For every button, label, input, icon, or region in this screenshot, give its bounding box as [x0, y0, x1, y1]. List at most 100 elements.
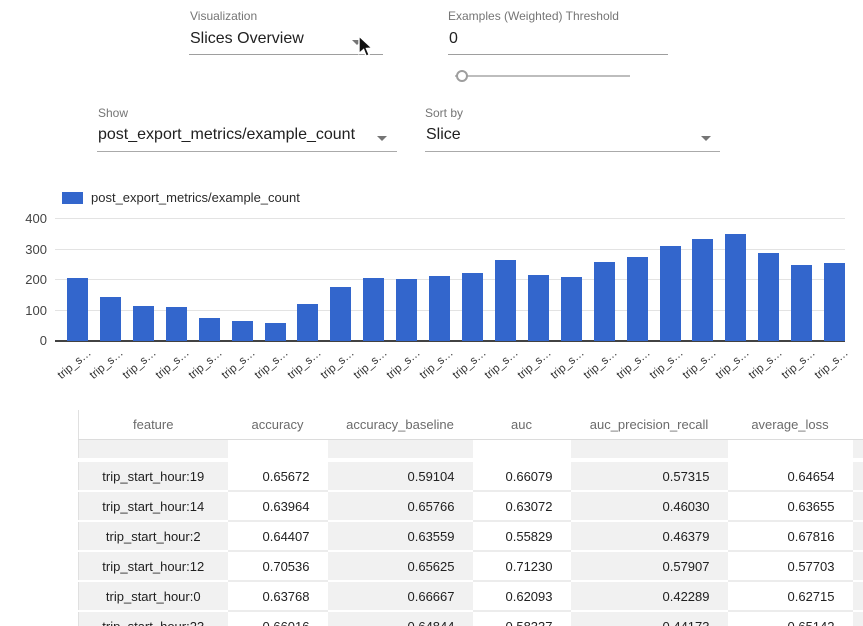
gridline [55, 218, 845, 219]
show-underline [97, 151, 397, 152]
threshold-label: Examples (Weighted) Threshold [448, 9, 619, 23]
column-filter-box[interactable] [327, 439, 473, 462]
metric-cell: 0.67816 [727, 521, 853, 552]
legend-swatch [62, 192, 83, 204]
table-row: trip_start_hour:2 0.64407 0.63559 0.55829 0.… [78, 521, 863, 552]
chart-bar[interactable] [462, 273, 484, 341]
column-filter-box[interactable] [852, 439, 863, 462]
show-select[interactable]: post_export_metrics/example_count [98, 126, 356, 143]
sort-by-select[interactable]: Slice [426, 126, 461, 143]
visualization-underline [189, 54, 383, 55]
chart-bar[interactable] [791, 265, 813, 341]
x-axis-line [55, 340, 845, 342]
chart-bar[interactable] [99, 297, 121, 341]
chart-bar[interactable] [527, 275, 549, 341]
feature-cell: trip_start_hour:2 [78, 521, 228, 552]
feature-cell: trip_start_hour:19 [78, 460, 228, 492]
column-header[interactable]: auc_precision_recall [570, 410, 728, 440]
chart-bar[interactable] [297, 304, 319, 341]
threshold-slider-track[interactable] [455, 75, 630, 77]
chart-bar[interactable] [198, 318, 220, 341]
chart-bar[interactable] [659, 246, 681, 341]
metric-cell [852, 491, 863, 522]
threshold-slider-thumb[interactable] [456, 70, 468, 82]
chart-bar[interactable] [264, 323, 286, 341]
chart-bar[interactable] [824, 263, 846, 341]
column-filter-box[interactable] [570, 439, 728, 462]
gridline [55, 248, 845, 250]
y-tick-label: 400 [25, 211, 47, 226]
feature-cell: trip_start_hour:12 [78, 551, 228, 582]
metric-cell: 0.65142 [727, 611, 853, 626]
metric-cell: 0.63072 [472, 491, 571, 522]
metric-cell: 0.63655 [727, 491, 853, 522]
metric-cell: 0.44173 [570, 611, 728, 626]
column-filter-box[interactable] [227, 439, 328, 462]
metric-cell: 0.64654 [727, 460, 853, 492]
feature-cell: trip_start_hour:0 [78, 581, 228, 612]
y-tick-label: 100 [25, 302, 47, 318]
metric-cell: 0.57315 [570, 460, 728, 492]
legend-label: post_export_metrics/example_count [91, 190, 300, 205]
column-header[interactable]: average_loss [727, 410, 853, 440]
show-label: Show [98, 106, 129, 120]
table-row: trip_start_hour:12 0.70536 0.65625 0.71230 0… [78, 551, 863, 582]
feature-cell: trip_start_hour:14 [78, 491, 228, 522]
metric-cell [852, 551, 863, 582]
table-row: trip_start_hour:23 0.66016 0.64844 0.58337 0… [78, 611, 863, 626]
column-filter-box[interactable] [727, 439, 853, 462]
metric-cell: 0.64407 [227, 521, 328, 552]
sort-by-label: Sort by [425, 106, 464, 120]
chart-bar[interactable] [132, 306, 154, 341]
column-header[interactable]: auc [472, 410, 571, 440]
chart-bar[interactable] [758, 253, 780, 341]
column-filter-box[interactable] [78, 439, 228, 462]
chart-bar[interactable] [560, 277, 582, 341]
chart-bar[interactable] [396, 279, 418, 341]
table-row: trip_start_hour:14 0.63964 0.65766 0.63072 0… [78, 491, 863, 522]
metric-cell: 0.55829 [472, 521, 571, 552]
metric-cell [852, 581, 863, 612]
column-header[interactable]: accuracy_baseline [327, 410, 473, 440]
metric-cell: 0.63768 [227, 581, 328, 612]
chart-bar[interactable] [330, 287, 352, 341]
y-tick-label: 0 [39, 333, 47, 348]
column-header[interactable] [852, 410, 863, 440]
column-filter-box[interactable] [472, 439, 571, 462]
threshold-input[interactable]: 0 [449, 30, 458, 47]
metric-cell: 0.62715 [727, 581, 853, 612]
chart-bar[interactable] [231, 321, 253, 341]
y-tick-label: 200 [25, 272, 47, 287]
table-row: trip_start_hour:0 0.63768 0.66667 0.62093 0.… [78, 581, 863, 612]
metric-cell: 0.63964 [227, 491, 328, 522]
metric-cell: 0.71230 [472, 551, 571, 582]
metric-cell: 0.46030 [570, 491, 728, 522]
chart-bar[interactable] [626, 257, 648, 341]
sort-by-underline [425, 151, 720, 152]
metrics-table: feature accuracy accuracy_baseline auc auc_p… [78, 410, 863, 626]
chart-bar[interactable] [363, 278, 385, 341]
feature-cell: trip_start_hour:23 [78, 611, 228, 626]
chart-bar[interactable] [692, 239, 714, 341]
visualization-label: Visualization [190, 9, 258, 23]
chart-bar[interactable] [429, 276, 451, 341]
metric-cell: 0.57703 [727, 551, 853, 582]
chevron-down-icon [701, 136, 711, 141]
bar-chart-plot [55, 218, 846, 342]
column-header[interactable]: feature [78, 410, 228, 440]
metric-cell: 0.66667 [327, 581, 473, 612]
column-header[interactable]: accuracy [227, 410, 328, 440]
chart-bar[interactable] [593, 262, 615, 341]
chart-bar[interactable] [67, 278, 88, 341]
chart-bar[interactable] [494, 260, 516, 341]
metric-cell: 0.66079 [472, 460, 571, 492]
chevron-down-icon [377, 136, 387, 141]
chart-bar[interactable] [165, 307, 187, 341]
visualization-select[interactable]: Slices Overview [190, 30, 304, 47]
metric-cell [852, 460, 863, 492]
chart-bar[interactable] [725, 234, 747, 341]
y-tick-label: 300 [25, 241, 47, 257]
mouse-cursor-icon [358, 35, 374, 58]
metric-cell: 0.57907 [570, 551, 728, 582]
